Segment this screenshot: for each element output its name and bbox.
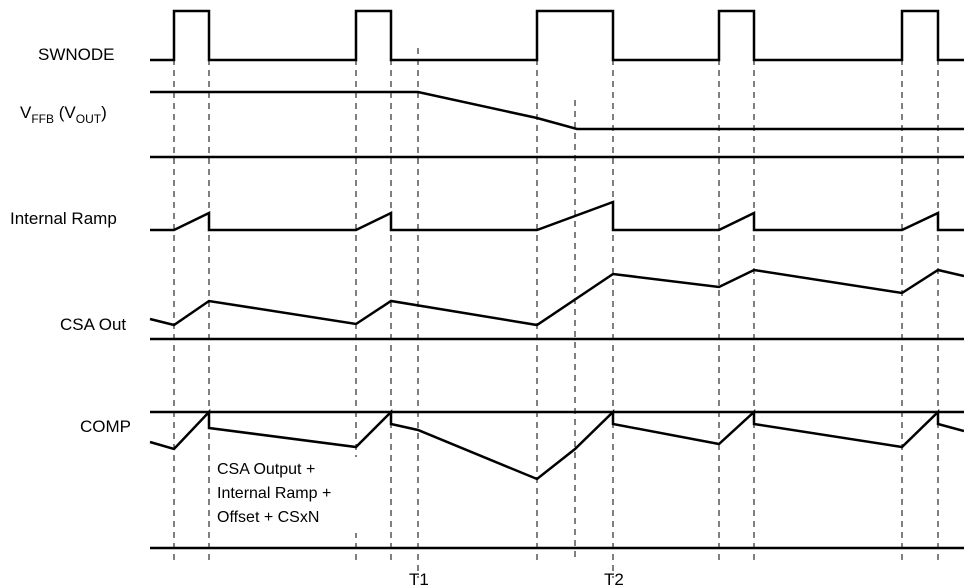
comp-row: COMP	[80, 408, 964, 550]
csa-trace	[149, 268, 964, 327]
swnode-trace	[150, 9, 964, 62]
swnode-label: SWNODE	[38, 45, 115, 64]
vffb-row: VFFB (VOUT)	[20, 90, 964, 159]
annotation-line-3: Offset + CSxN	[217, 509, 319, 526]
ramp-trace	[150, 200, 964, 232]
csa-row: CSA Out	[60, 268, 964, 341]
comp-trace	[149, 408, 964, 481]
t2-label: T2	[604, 570, 624, 588]
ramp-label: Internal Ramp	[10, 209, 117, 228]
vffb-trace	[150, 90, 964, 131]
swnode-row: SWNODE	[38, 9, 964, 64]
annotation-line-1: CSA Output +	[217, 461, 315, 478]
dashed-guides	[173, 48, 939, 578]
vffb-label: VFFB (VOUT)	[20, 103, 107, 126]
annotation-line-2: Internal Ramp +	[217, 485, 331, 502]
annotation-backdrop	[214, 457, 364, 533]
ramp-row: Internal Ramp	[10, 200, 964, 232]
comp-annotation: CSA Output + Internal Ramp + Offset + CS…	[214, 457, 364, 533]
t1-label: T1	[409, 570, 429, 588]
comp-label: COMP	[80, 417, 131, 436]
csa-label: CSA Out	[60, 315, 126, 334]
